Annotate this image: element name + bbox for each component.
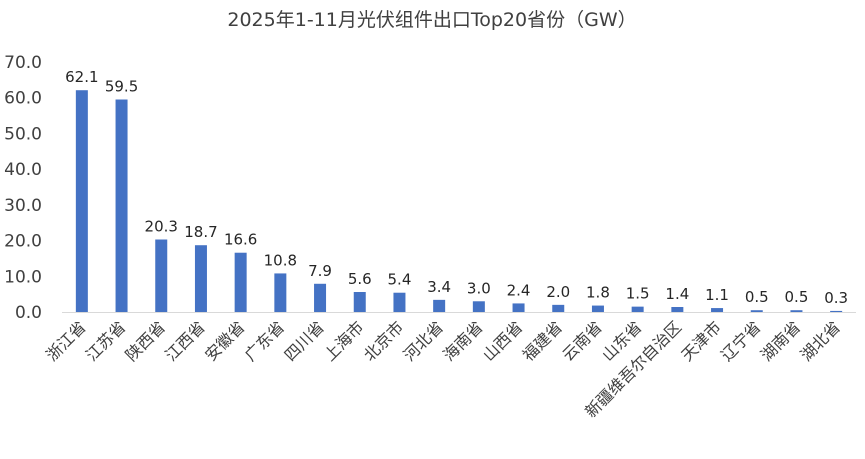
data-label: 62.1 [65, 68, 98, 86]
chart-title: 2025年1-11月光伏组件出口Top20省份（GW） [227, 9, 636, 31]
x-tick-label: 湖南省 [757, 317, 804, 364]
bar [115, 99, 128, 312]
data-label: 1.4 [665, 285, 689, 303]
x-tick-label: 浙江省 [42, 317, 89, 364]
x-tick-label: 陕西省 [122, 317, 169, 364]
bar [552, 304, 565, 312]
y-tick-label: 0.0 [15, 303, 42, 323]
data-label: 16.6 [224, 231, 257, 249]
data-label: 18.7 [184, 223, 217, 241]
data-label: 1.1 [705, 286, 729, 304]
x-tick-label: 上海市 [320, 317, 367, 364]
x-tick-label: 北京市 [360, 317, 407, 364]
bar [75, 90, 88, 312]
x-tick-label: 江苏省 [82, 317, 129, 364]
bar [512, 303, 525, 312]
bar [830, 310, 843, 312]
x-axis-ticks: 浙江省江苏省陕西省江西省安徽省广东省四川省上海市北京市河北省海南省山西省福建省云… [42, 317, 844, 421]
bar [433, 299, 446, 312]
x-tick-label: 福建省 [519, 317, 566, 364]
data-label: 5.4 [388, 271, 412, 289]
bar [274, 273, 287, 312]
bar [194, 245, 207, 312]
bar [234, 252, 247, 312]
bar [353, 292, 366, 312]
y-tick-label: 40.0 [4, 160, 42, 180]
x-tick-label: 四川省 [280, 317, 327, 364]
data-label: 5.6 [348, 270, 372, 288]
x-tick-label: 云南省 [558, 317, 605, 364]
x-tick-label: 湖北省 [797, 317, 844, 364]
value-labels: 62.1 59.5 20.3 18.7 16.6 10.8 7.9 5.6 5.4 3.4 3.0 2… [65, 68, 848, 307]
data-label: 2.4 [507, 281, 531, 299]
x-tick-label: 辽宁省 [717, 317, 764, 364]
data-label: 1.8 [586, 284, 610, 302]
y-tick-label: 50.0 [4, 124, 42, 144]
y-tick-label: 30.0 [4, 196, 42, 216]
data-label: 20.3 [145, 218, 178, 236]
y-tick-label: 60.0 [4, 89, 42, 109]
data-label: 3.4 [427, 278, 451, 296]
bar [631, 306, 644, 312]
x-tick-label: 天津市 [677, 317, 724, 364]
data-label: 1.5 [626, 285, 650, 303]
bar [393, 292, 406, 312]
y-tick-label: 20.0 [4, 232, 42, 252]
bar [155, 239, 168, 312]
data-label: 59.5 [105, 78, 138, 96]
bars [75, 90, 843, 312]
y-tick-label: 70.0 [4, 53, 42, 73]
bar [472, 301, 485, 312]
data-label: 2.0 [546, 283, 570, 301]
y-tick-label: 10.0 [4, 267, 42, 287]
bar [750, 310, 763, 312]
data-label: 3.0 [467, 279, 491, 297]
data-label: 0.5 [785, 288, 809, 306]
bar [790, 310, 803, 312]
x-tick-label: 广东省 [241, 317, 288, 364]
data-label: 7.9 [308, 262, 332, 280]
x-tick-label: 海南省 [439, 317, 486, 364]
bar [591, 305, 604, 312]
x-tick-label: 河北省 [400, 317, 447, 364]
x-tick-label: 江西省 [161, 317, 208, 364]
x-tick-label: 安徽省 [201, 317, 248, 364]
bar [711, 308, 724, 312]
y-axis-ticks: 0.0 10.0 20.0 30.0 40.0 50.0 60.0 70.0 [4, 53, 42, 323]
x-tick-label: 山西省 [479, 317, 526, 364]
bar [671, 307, 684, 312]
data-label: 0.3 [824, 289, 848, 307]
data-label: 10.8 [264, 251, 297, 269]
bar [314, 283, 327, 312]
data-label: 0.5 [745, 288, 769, 306]
